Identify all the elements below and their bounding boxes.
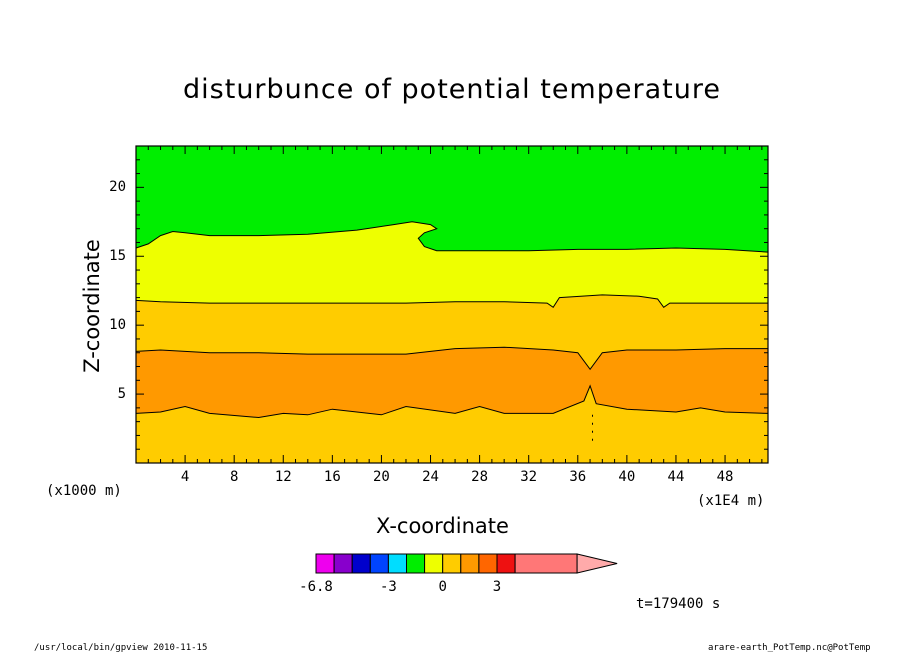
x-tick-label: 20	[372, 469, 390, 485]
colorbar-swatch	[315, 553, 335, 574]
plot-area	[136, 146, 768, 463]
colorbar-swatch	[333, 553, 353, 574]
colorbar-tick-label: -6.8	[299, 579, 333, 595]
x-tick-label: 28	[471, 469, 489, 485]
colorbar-tick-label: 0	[438, 579, 447, 595]
contour-lines	[135, 221, 769, 447]
contour-line-2	[135, 294, 768, 309]
colorbar-swatch	[478, 553, 498, 574]
x-tick-label: 32	[520, 469, 538, 485]
x-tick-label: 36	[569, 469, 587, 485]
colorbar-tick-label: 3	[492, 579, 502, 595]
colorbar-swatch	[496, 553, 516, 574]
y-tick-label: 10	[109, 317, 126, 334]
colorbar-swatch	[387, 553, 407, 574]
colorbar-swatch	[424, 553, 444, 574]
colorbar-swatch	[514, 553, 578, 574]
colorbar-extension	[576, 553, 618, 574]
x-tick-label: 48	[716, 469, 734, 485]
y-tick-label: 20	[109, 179, 126, 196]
x-unit-label: (x1000 m)	[46, 483, 122, 499]
x-scale-label: (x1E4 m)	[697, 493, 765, 509]
time-label: t=179400 s	[636, 596, 721, 612]
colorbar-swatch	[406, 553, 426, 574]
x-tick-label: 24	[422, 469, 439, 485]
colorbar-swatch	[351, 553, 371, 574]
colorbar-tick-label: -3	[379, 579, 397, 595]
x-axis-label: X-coordinate	[376, 514, 509, 538]
contour-line-3	[135, 346, 768, 371]
x-tick-label: 40	[618, 469, 636, 485]
colorbar-swatch	[460, 553, 480, 574]
x-tick-label: 16	[323, 469, 341, 485]
x-tick-label: 4	[180, 469, 190, 485]
band-0-1	[136, 146, 768, 253]
contour-line-1	[135, 221, 769, 253]
contour-line-4	[135, 384, 769, 419]
y-tick-label: 15	[109, 248, 126, 265]
x-tick-label: 12	[274, 469, 292, 485]
footer-command: /usr/local/bin/gpview 2010-11-15	[34, 643, 208, 653]
colorbar-swatch	[369, 553, 389, 574]
x-tick-label: 44	[667, 469, 685, 485]
y-tick-label: 5	[117, 386, 126, 403]
chart-title: disturbunce of potential temperature	[183, 74, 721, 105]
colorbar	[315, 553, 618, 574]
plot-frame	[135, 145, 769, 464]
plot-border	[135, 145, 769, 464]
footer-source: arare-earth_PotTemp.nc@PotTemp	[708, 643, 871, 653]
x-tick-label: 8	[229, 469, 239, 485]
colorbar-swatch	[442, 553, 462, 574]
